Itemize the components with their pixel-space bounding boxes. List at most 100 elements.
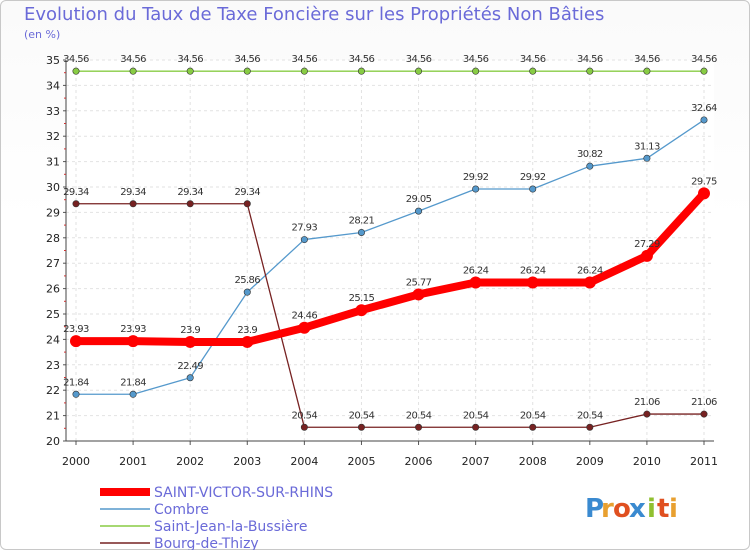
y-tick-label: 28 (46, 232, 60, 245)
legend: SAINT-VICTOR-SUR-RHINSCombreSaint-Jean-l… (100, 485, 333, 550)
data-point (472, 423, 480, 431)
data-label: 21.06 (691, 397, 717, 408)
data-point (357, 228, 365, 236)
data-label: 34.56 (349, 54, 375, 65)
legend-label: SAINT-VICTOR-SUR-RHINS (154, 485, 333, 501)
data-point (529, 67, 537, 75)
data-label: 23.93 (63, 324, 89, 335)
x-tick-label: 2004 (290, 455, 318, 468)
data-label: 21.84 (63, 377, 89, 388)
chart-title: Evolution du Taux de Taxe Foncière sur l… (24, 4, 605, 25)
y-tick-label: 20 (46, 435, 60, 448)
data-label: 34.56 (520, 54, 546, 65)
x-tick-label: 2011 (690, 455, 718, 468)
data-label: 34.56 (177, 54, 203, 65)
data-label: 30.82 (577, 149, 603, 160)
data-point (243, 67, 251, 75)
data-point (640, 249, 653, 262)
data-point (415, 207, 423, 215)
series-line-0 (76, 190, 707, 346)
data-label: 20.54 (292, 410, 318, 421)
data-point (72, 200, 80, 208)
data-point (186, 67, 194, 75)
data-point (526, 276, 539, 289)
data-point (472, 67, 480, 75)
x-tick-label: 2000 (62, 455, 90, 468)
data-label: 20.54 (520, 410, 546, 421)
legend-label: Combre (154, 502, 209, 518)
data-label: 26.24 (577, 266, 603, 277)
data-point (72, 67, 80, 75)
data-label: 34.56 (234, 54, 260, 65)
data-point (129, 67, 137, 75)
x-tick-label: 2006 (405, 455, 433, 468)
x-tick-label: 2008 (519, 455, 547, 468)
data-label: 23.9 (180, 325, 200, 336)
data-point (586, 67, 594, 75)
data-point (70, 335, 82, 348)
data-point (700, 410, 708, 418)
y-tick-label: 31 (46, 156, 60, 169)
y-tick-label: 30 (46, 181, 60, 194)
data-label: 29.34 (234, 187, 260, 198)
logo-letter: i (669, 494, 678, 524)
data-labels: 23.93 23.93 23.9 23.9 24.46 25.15 25.77 26.24 26… (63, 54, 717, 421)
data-point (186, 374, 194, 382)
series-layer (70, 67, 710, 431)
data-point (529, 423, 537, 431)
x-tick-label: 2001 (119, 455, 147, 468)
data-label: 31.13 (634, 141, 660, 152)
data-point (472, 185, 480, 193)
data-label: 29.34 (120, 187, 146, 198)
proxiti-logo: Pr ox i t i (585, 494, 678, 524)
grid (66, 59, 714, 442)
legend-label: Bourg-de-Thizy (154, 536, 259, 550)
data-label: 29.05 (406, 194, 432, 205)
data-label: 27.93 (292, 223, 318, 234)
data-point (186, 200, 194, 208)
chart-subtitle: (en %) (24, 28, 61, 41)
data-label: 21.84 (120, 377, 146, 388)
legend-label: Saint-Jean-la-Bussière (154, 519, 307, 535)
plot-area (66, 60, 714, 441)
y-tick-label: 25 (46, 308, 60, 321)
data-label: 34.56 (120, 54, 146, 65)
data-point (412, 288, 425, 301)
data-point (643, 154, 651, 162)
data-point (72, 390, 80, 398)
data-label: 20.54 (349, 410, 375, 421)
data-point (586, 423, 594, 431)
data-label: 34.56 (63, 54, 89, 65)
data-label: 25.86 (234, 275, 260, 286)
data-point (415, 67, 423, 75)
series-line-1 (76, 119, 705, 395)
y-tick-label: 21 (46, 410, 60, 423)
y-tick-label: 23 (46, 359, 60, 372)
data-label: 28.21 (349, 215, 375, 226)
data-label: 34.56 (634, 54, 660, 65)
x-tick-label: 2003 (233, 455, 261, 468)
data-label: 23.93 (120, 324, 146, 335)
data-label: 21.06 (634, 397, 660, 408)
data-label: 29.75 (691, 176, 717, 187)
logo-letter: P (585, 494, 604, 524)
data-point (700, 116, 708, 124)
data-point (469, 276, 482, 289)
data-point (129, 200, 137, 208)
logo-letter: i (647, 494, 656, 524)
series-line-3 (76, 203, 704, 428)
data-point (415, 423, 423, 431)
y-tick-label: 35 (46, 54, 60, 67)
data-label: 24.46 (292, 311, 318, 322)
data-label: 29.92 (463, 172, 489, 183)
logo-letter: x (629, 494, 646, 524)
y-tick-label: 24 (46, 333, 60, 346)
data-label: 26.24 (463, 266, 489, 277)
x-tick-label: 2005 (347, 455, 375, 468)
y-tick-label: 29 (46, 206, 60, 219)
data-point (698, 187, 710, 200)
data-point (129, 390, 137, 398)
data-point (583, 276, 596, 289)
y-tick-label: 32 (46, 130, 60, 143)
